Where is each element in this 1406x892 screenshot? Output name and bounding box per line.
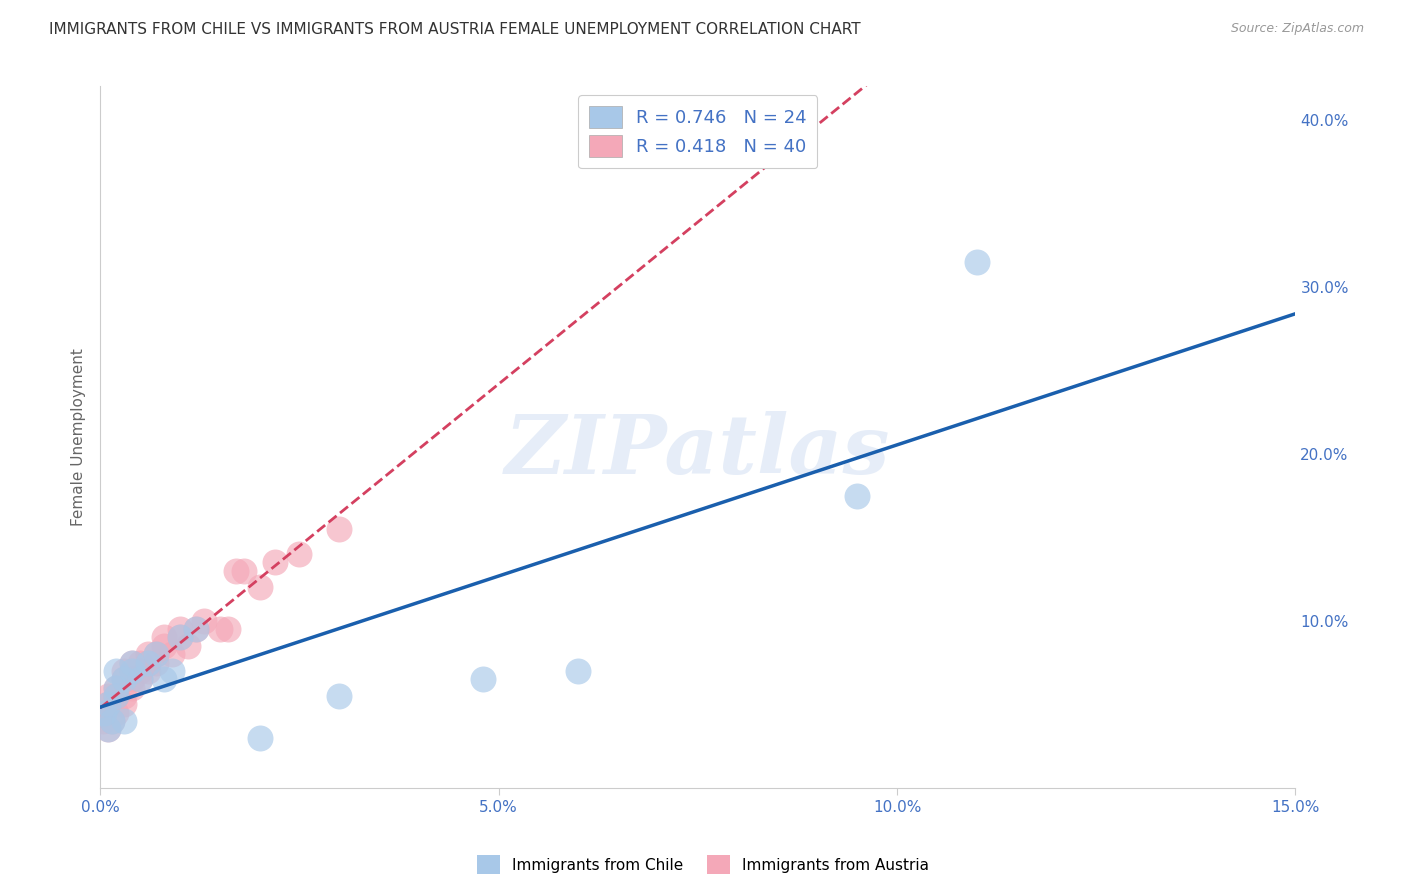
Point [105, 681, 128, 695]
Point [93, 706, 115, 720]
Point [328, 689, 350, 703]
Point [112, 698, 135, 712]
Point [153, 631, 176, 645]
Point [105, 689, 128, 703]
Point [129, 656, 152, 670]
Point [136, 647, 159, 661]
Point [169, 631, 191, 645]
Point [129, 672, 152, 686]
Point [121, 656, 143, 670]
Point [153, 639, 176, 653]
Point [184, 622, 207, 636]
Text: Source: ZipAtlas.com: Source: ZipAtlas.com [1230, 22, 1364, 36]
Point [121, 672, 143, 686]
Point [184, 622, 207, 636]
Point [145, 647, 167, 661]
Point [112, 664, 135, 678]
Point [105, 664, 128, 678]
Text: IMMIGRANTS FROM CHILE VS IMMIGRANTS FROM AUSTRIA FEMALE UNEMPLOYMENT CORRELATION: IMMIGRANTS FROM CHILE VS IMMIGRANTS FROM… [49, 22, 860, 37]
Point [121, 681, 143, 695]
Point [249, 731, 271, 745]
Legend: Immigrants from Chile, Immigrants from Austria: Immigrants from Chile, Immigrants from A… [471, 849, 935, 880]
Text: ZIPatlas: ZIPatlas [505, 411, 890, 491]
Point [145, 656, 167, 670]
Point [112, 672, 135, 686]
Point [91, 714, 114, 728]
Point [217, 622, 239, 636]
Point [105, 681, 128, 695]
Point [160, 664, 183, 678]
Point [121, 664, 143, 678]
Point [105, 689, 128, 703]
Point [97, 698, 120, 712]
Point [169, 622, 191, 636]
Point [97, 723, 120, 737]
Point [112, 689, 135, 703]
Point [208, 622, 231, 636]
Point [112, 714, 135, 728]
Point [177, 639, 200, 653]
Y-axis label: Female Unemployment: Female Unemployment [72, 348, 86, 526]
Legend: R = 0.746   N = 24, R = 0.418   N = 40: R = 0.746 N = 24, R = 0.418 N = 40 [578, 95, 817, 169]
Point [966, 254, 988, 268]
Point [136, 656, 159, 670]
Point [225, 564, 247, 578]
Point [288, 547, 311, 561]
Point [153, 672, 176, 686]
Point [232, 564, 254, 578]
Point [136, 664, 159, 678]
Point [101, 714, 124, 728]
Point [97, 689, 120, 703]
Point [97, 723, 120, 737]
Point [846, 489, 869, 503]
Point [105, 706, 128, 720]
Point [121, 656, 143, 670]
Point [136, 656, 159, 670]
Point [249, 580, 271, 594]
Point [93, 706, 115, 720]
Point [145, 647, 167, 661]
Point [112, 672, 135, 686]
Point [193, 614, 215, 628]
Point [328, 522, 350, 536]
Point [471, 672, 494, 686]
Point [567, 664, 589, 678]
Point [169, 631, 191, 645]
Point [129, 664, 152, 678]
Point [97, 698, 120, 712]
Point [101, 714, 124, 728]
Point [129, 672, 152, 686]
Point [264, 555, 287, 569]
Point [160, 647, 183, 661]
